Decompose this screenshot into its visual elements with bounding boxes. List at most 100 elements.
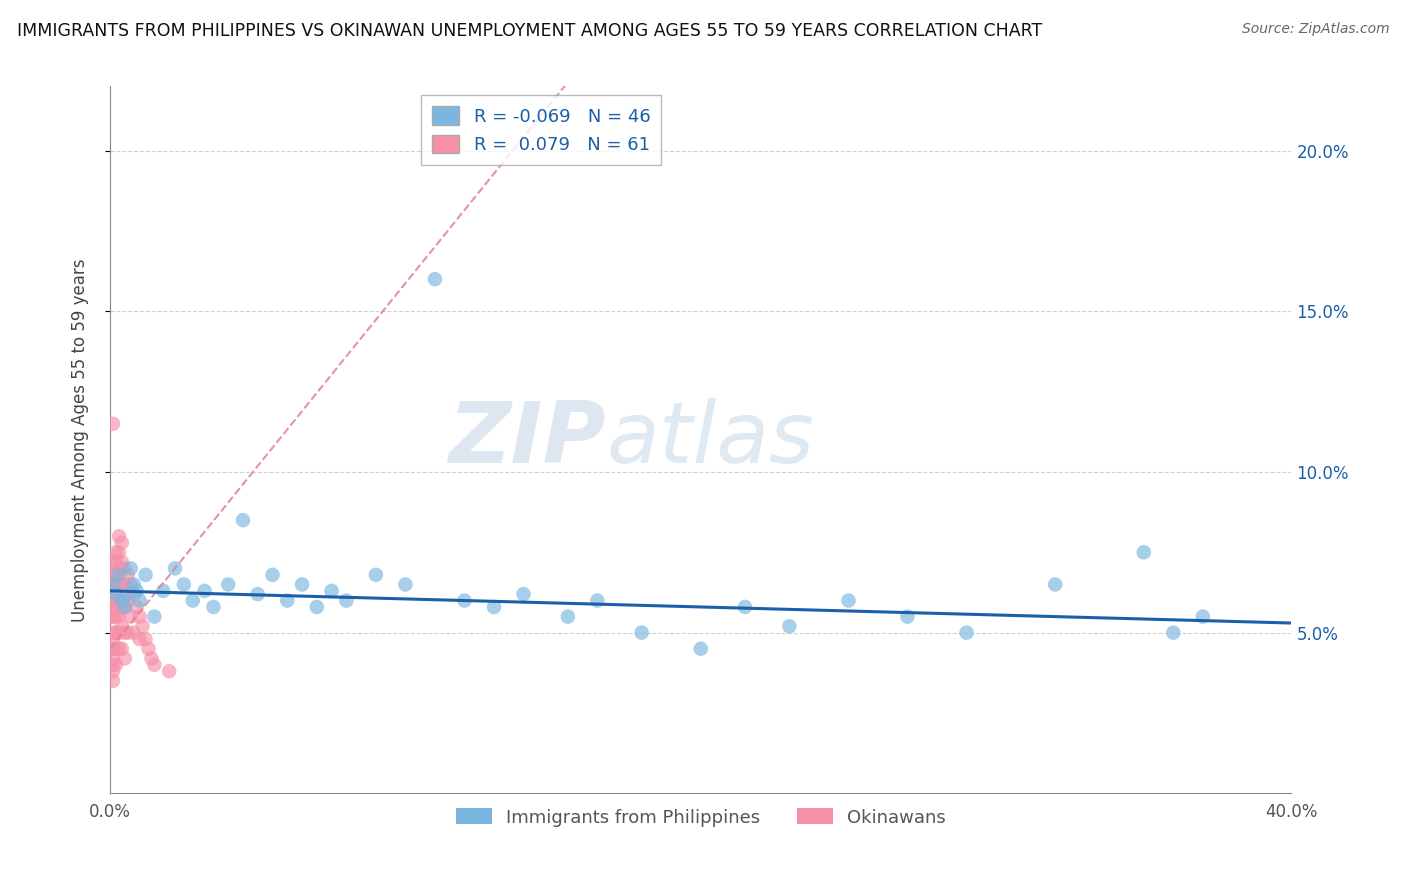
Point xyxy=(896,609,918,624)
Point xyxy=(125,599,148,614)
Point xyxy=(134,632,156,646)
Point xyxy=(117,593,139,607)
Point xyxy=(100,609,122,624)
Point xyxy=(335,593,357,607)
Legend: Immigrants from Philippines, Okinawans: Immigrants from Philippines, Okinawans xyxy=(449,801,953,834)
Point xyxy=(111,577,134,591)
Point xyxy=(111,535,134,549)
Point xyxy=(734,599,756,614)
Point xyxy=(321,583,343,598)
Point xyxy=(232,513,254,527)
Text: Source: ZipAtlas.com: Source: ZipAtlas.com xyxy=(1241,22,1389,37)
Point xyxy=(108,593,131,607)
Text: ZIP: ZIP xyxy=(449,399,606,482)
Point xyxy=(128,632,150,646)
Point xyxy=(114,599,136,614)
Point xyxy=(104,587,127,601)
Point xyxy=(101,567,124,582)
Point xyxy=(104,609,127,624)
Point xyxy=(630,625,652,640)
Point xyxy=(104,593,127,607)
Text: atlas: atlas xyxy=(606,399,814,482)
Point xyxy=(122,625,145,640)
Point xyxy=(194,583,217,598)
Point xyxy=(131,619,153,633)
Point xyxy=(1043,577,1066,591)
Point xyxy=(101,555,124,569)
Point xyxy=(104,545,127,559)
Point xyxy=(101,417,124,431)
Point xyxy=(955,625,977,640)
Point xyxy=(165,561,187,575)
Point xyxy=(101,593,124,607)
Point xyxy=(101,657,124,672)
Point xyxy=(101,665,124,679)
Point xyxy=(152,583,174,598)
Point xyxy=(104,599,127,614)
Point xyxy=(138,641,160,656)
Point xyxy=(482,599,505,614)
Point xyxy=(111,555,134,569)
Point xyxy=(108,529,131,543)
Point xyxy=(114,599,136,614)
Point xyxy=(120,577,142,591)
Point xyxy=(111,599,134,614)
Point xyxy=(108,561,131,575)
Point xyxy=(394,577,416,591)
Point xyxy=(689,641,711,656)
Point xyxy=(202,599,225,614)
Point xyxy=(837,593,859,607)
Point xyxy=(108,577,131,591)
Point xyxy=(114,625,136,640)
Point xyxy=(117,625,139,640)
Point xyxy=(104,577,127,591)
Point xyxy=(104,641,127,656)
Point xyxy=(181,593,204,607)
Point xyxy=(100,593,122,607)
Point xyxy=(120,609,142,624)
Point xyxy=(778,619,800,633)
Point xyxy=(143,657,166,672)
Point xyxy=(128,609,150,624)
Point xyxy=(108,625,131,640)
Point xyxy=(173,577,195,591)
Point xyxy=(108,545,131,559)
Point xyxy=(114,561,136,575)
Point xyxy=(512,587,534,601)
Point xyxy=(101,577,124,591)
Point xyxy=(120,561,142,575)
Point xyxy=(114,577,136,591)
Point xyxy=(128,593,150,607)
Point xyxy=(104,657,127,672)
Point xyxy=(114,651,136,665)
Point xyxy=(134,567,156,582)
Point xyxy=(262,567,284,582)
Point xyxy=(143,609,166,624)
Point xyxy=(101,577,124,591)
Point xyxy=(586,593,609,607)
Text: IMMIGRANTS FROM PHILIPPINES VS OKINAWAN UNEMPLOYMENT AMONG AGES 55 TO 59 YEARS C: IMMIGRANTS FROM PHILIPPINES VS OKINAWAN … xyxy=(17,22,1042,40)
Point xyxy=(305,599,328,614)
Point xyxy=(108,641,131,656)
Point xyxy=(111,641,134,656)
Point xyxy=(101,641,124,656)
Point xyxy=(101,599,124,614)
Point xyxy=(104,555,127,569)
Point xyxy=(1133,545,1156,559)
Point xyxy=(217,577,239,591)
Point xyxy=(117,567,139,582)
Point xyxy=(101,673,124,688)
Point xyxy=(117,587,139,601)
Point xyxy=(157,665,180,679)
Point xyxy=(557,609,579,624)
Point xyxy=(104,567,127,582)
Point xyxy=(101,632,124,646)
Point xyxy=(108,567,131,582)
Point xyxy=(122,577,145,591)
Point xyxy=(101,609,124,624)
Point xyxy=(291,577,314,591)
Point xyxy=(125,583,148,598)
Point xyxy=(453,593,475,607)
Point xyxy=(104,625,127,640)
Point xyxy=(423,272,446,286)
